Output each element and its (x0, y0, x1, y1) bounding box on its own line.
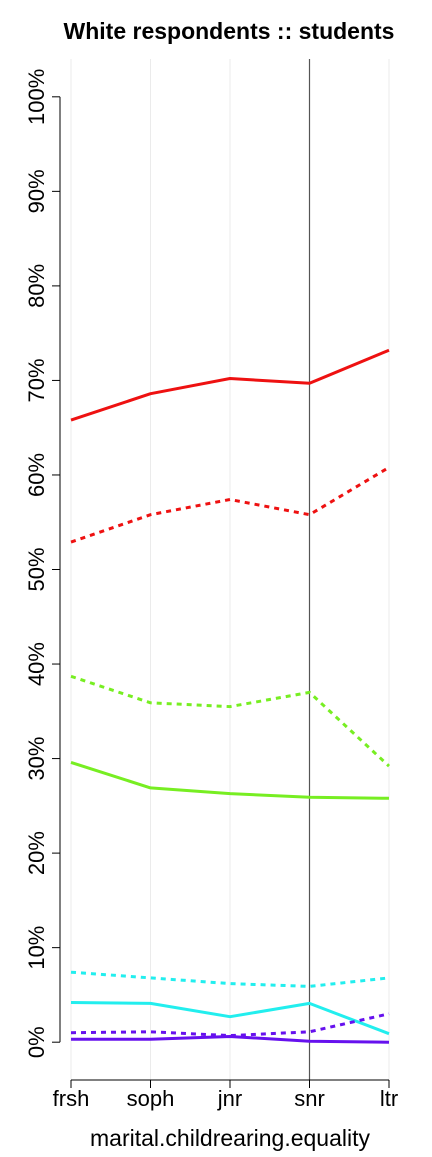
x-tick-label-soph: soph (127, 1086, 175, 1111)
axis-layer: 0% 10% 20% 30% 40% 50% 60% 70% 80% 90% 100% frsh sop… (24, 69, 398, 1111)
y-tick-label: 50% (24, 547, 49, 591)
series-line-1 (70, 348, 390, 422)
y-tick-label: 80% (24, 264, 49, 308)
y-tick-label: 90% (24, 169, 49, 213)
chart-title: White respondents :: students (64, 18, 395, 44)
x-axis-label: marital.childrearing.equality (90, 1125, 370, 1151)
series-line-6 (70, 1001, 390, 1036)
series-line-8 (71, 1035, 390, 1044)
x-tick-label-jnr: jnr (217, 1086, 242, 1111)
series-line-4 (70, 760, 390, 800)
y-tick-label: 30% (24, 737, 49, 781)
series-layer (70, 348, 391, 1044)
y-tick-label: 40% (24, 642, 49, 686)
y-tick-label: 70% (24, 358, 49, 402)
y-tick-label: 60% (24, 453, 49, 497)
y-tick-label: 100% (24, 69, 49, 125)
grid-layer (70, 59, 390, 1080)
x-tick-label-snr: snr (294, 1086, 325, 1111)
series-line-3 (70, 674, 391, 768)
y-tick-label: 20% (24, 831, 49, 875)
series-line-5 (70, 970, 390, 988)
y-tick-label: 10% (24, 926, 49, 970)
x-tick-label-frsh: frsh (53, 1086, 90, 1111)
series-line-7 (70, 1012, 390, 1038)
y-tick-label: 0% (24, 1026, 49, 1058)
x-tick-label-ltr: ltr (380, 1086, 398, 1111)
